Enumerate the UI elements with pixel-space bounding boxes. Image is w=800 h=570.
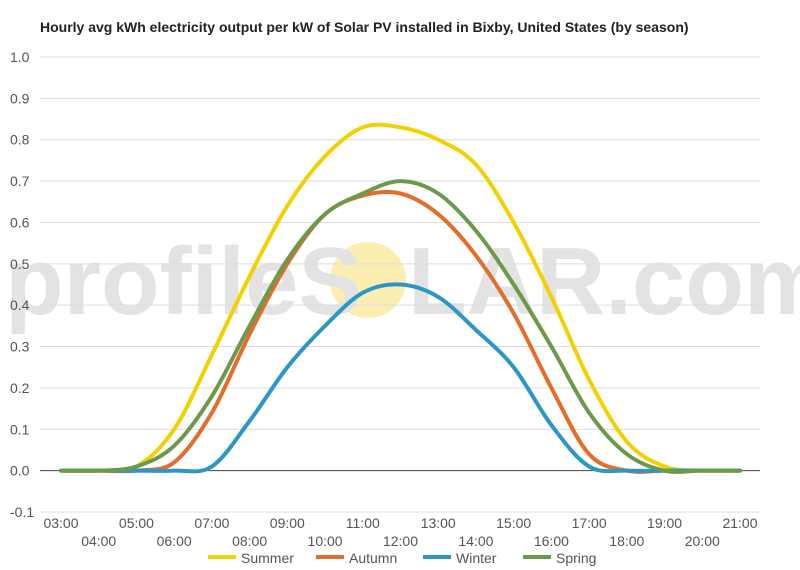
y-tick-label: 0.6 xyxy=(10,214,30,230)
y-tick-label: 0.5 xyxy=(10,256,30,272)
watermark-text-left: profileS xyxy=(5,228,362,335)
y-tick-label: 0.2 xyxy=(10,380,30,396)
watermark-sun-logo xyxy=(330,242,406,318)
y-tick-label: 0.9 xyxy=(10,90,30,106)
y-tick-label: 1.0 xyxy=(10,49,30,65)
legend: Summer Autumn Winter Spring xyxy=(208,550,596,566)
x-tick-label: 06:00 xyxy=(157,533,192,549)
series-lines xyxy=(59,122,742,474)
watermark: profileS LAR.com xyxy=(5,228,800,335)
x-tick-label: 12:00 xyxy=(383,533,418,549)
y-tick-label: 0.1 xyxy=(10,421,30,437)
x-tick-label: 07:00 xyxy=(194,515,229,531)
series-line-summer xyxy=(59,122,742,473)
legend-label-winter: Winter xyxy=(456,550,497,566)
x-tick-label: 21:00 xyxy=(722,515,757,531)
legend-label-summer: Summer xyxy=(241,550,294,566)
y-tick-label: 0.8 xyxy=(10,132,30,148)
y-tick-label: 0.4 xyxy=(10,297,30,313)
y-axis: 1.0 0.9 0.8 0.7 0.6 0.5 0.4 0.3 0.2 0.1 0.0 -0.1 xyxy=(10,49,34,520)
x-tick-label: 19:00 xyxy=(647,515,682,531)
x-tick-label: 10:00 xyxy=(308,533,343,549)
x-tick-label: 04:00 xyxy=(81,533,116,549)
x-tick-label: 18:00 xyxy=(609,533,644,549)
x-tick-label: 11:00 xyxy=(346,515,380,531)
x-tick-label: 17:00 xyxy=(572,515,607,531)
x-tick-label: 03:00 xyxy=(43,515,78,531)
series-line-winter xyxy=(59,282,742,474)
chart-title: Hourly avg kWh electricity output per kW… xyxy=(40,19,689,35)
x-tick-label: 20:00 xyxy=(685,533,720,549)
x-tick-label: 05:00 xyxy=(119,515,154,531)
y-tick-label: 0.7 xyxy=(10,173,30,189)
x-tick-label: 16:00 xyxy=(534,533,569,549)
x-tick-label: 09:00 xyxy=(270,515,305,531)
x-tick-label: 08:00 xyxy=(232,533,267,549)
legend-label-spring: Spring xyxy=(556,550,596,566)
y-tick-label: 0.0 xyxy=(10,463,30,479)
y-tick-label: 0.3 xyxy=(10,339,30,355)
y-tick-label: -0.1 xyxy=(10,504,34,520)
x-tick-label: 13:00 xyxy=(421,515,456,531)
legend-label-autumn: Autumn xyxy=(349,550,397,566)
series-line-spring xyxy=(59,179,742,474)
x-tick-label: 14:00 xyxy=(458,533,493,549)
x-tick-label: 15:00 xyxy=(496,515,531,531)
x-axis: 03:0004:0005:0006:0007:0008:0009:0010:00… xyxy=(43,515,757,549)
watermark-text-right: LAR.com xyxy=(408,228,800,335)
